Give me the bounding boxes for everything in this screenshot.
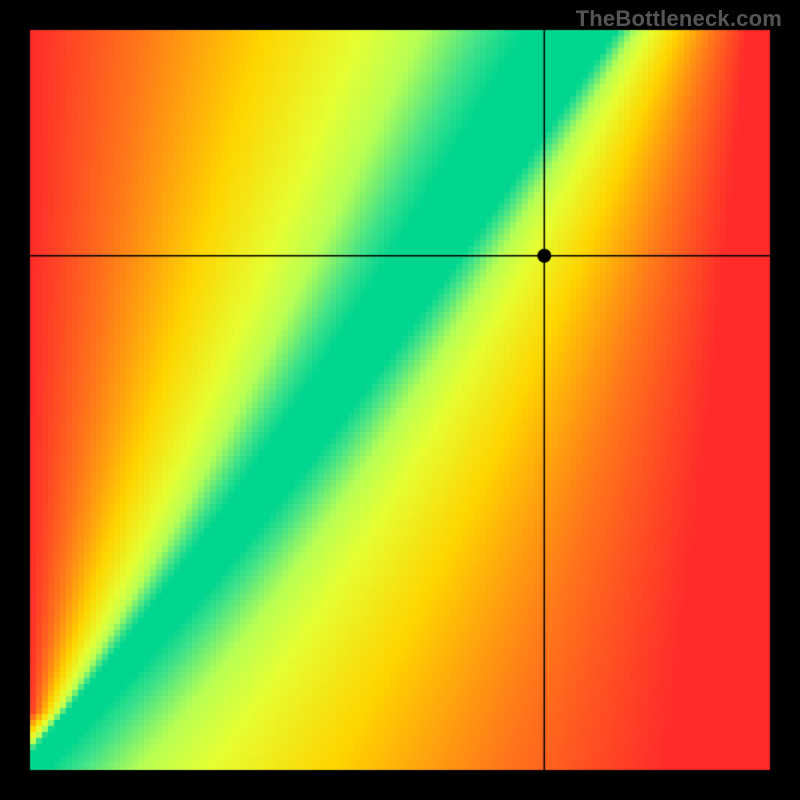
watermark-text: TheBottleneck.com <box>576 6 782 32</box>
bottleneck-heatmap <box>0 0 800 800</box>
